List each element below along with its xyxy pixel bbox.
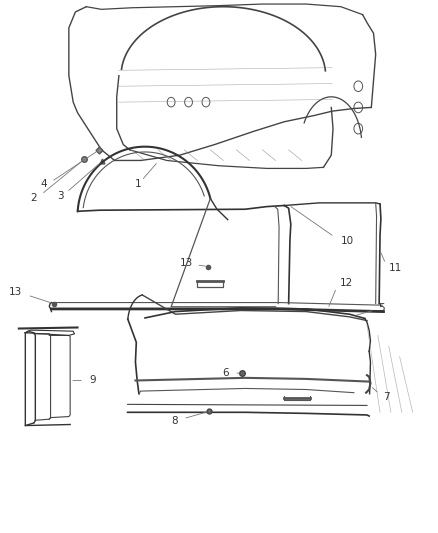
Text: 2: 2 [31,192,37,203]
Text: 11: 11 [389,263,402,272]
Text: 12: 12 [340,278,353,288]
Text: 9: 9 [89,375,96,385]
Text: 7: 7 [384,392,390,402]
Text: 1: 1 [135,179,142,189]
Text: 8: 8 [171,416,178,426]
Text: 13: 13 [9,287,22,297]
Text: 6: 6 [222,368,229,378]
Text: 13: 13 [180,259,193,268]
Text: 5: 5 [378,303,385,313]
Text: 4: 4 [41,179,47,189]
Text: 3: 3 [57,191,64,201]
Text: 10: 10 [341,236,354,246]
